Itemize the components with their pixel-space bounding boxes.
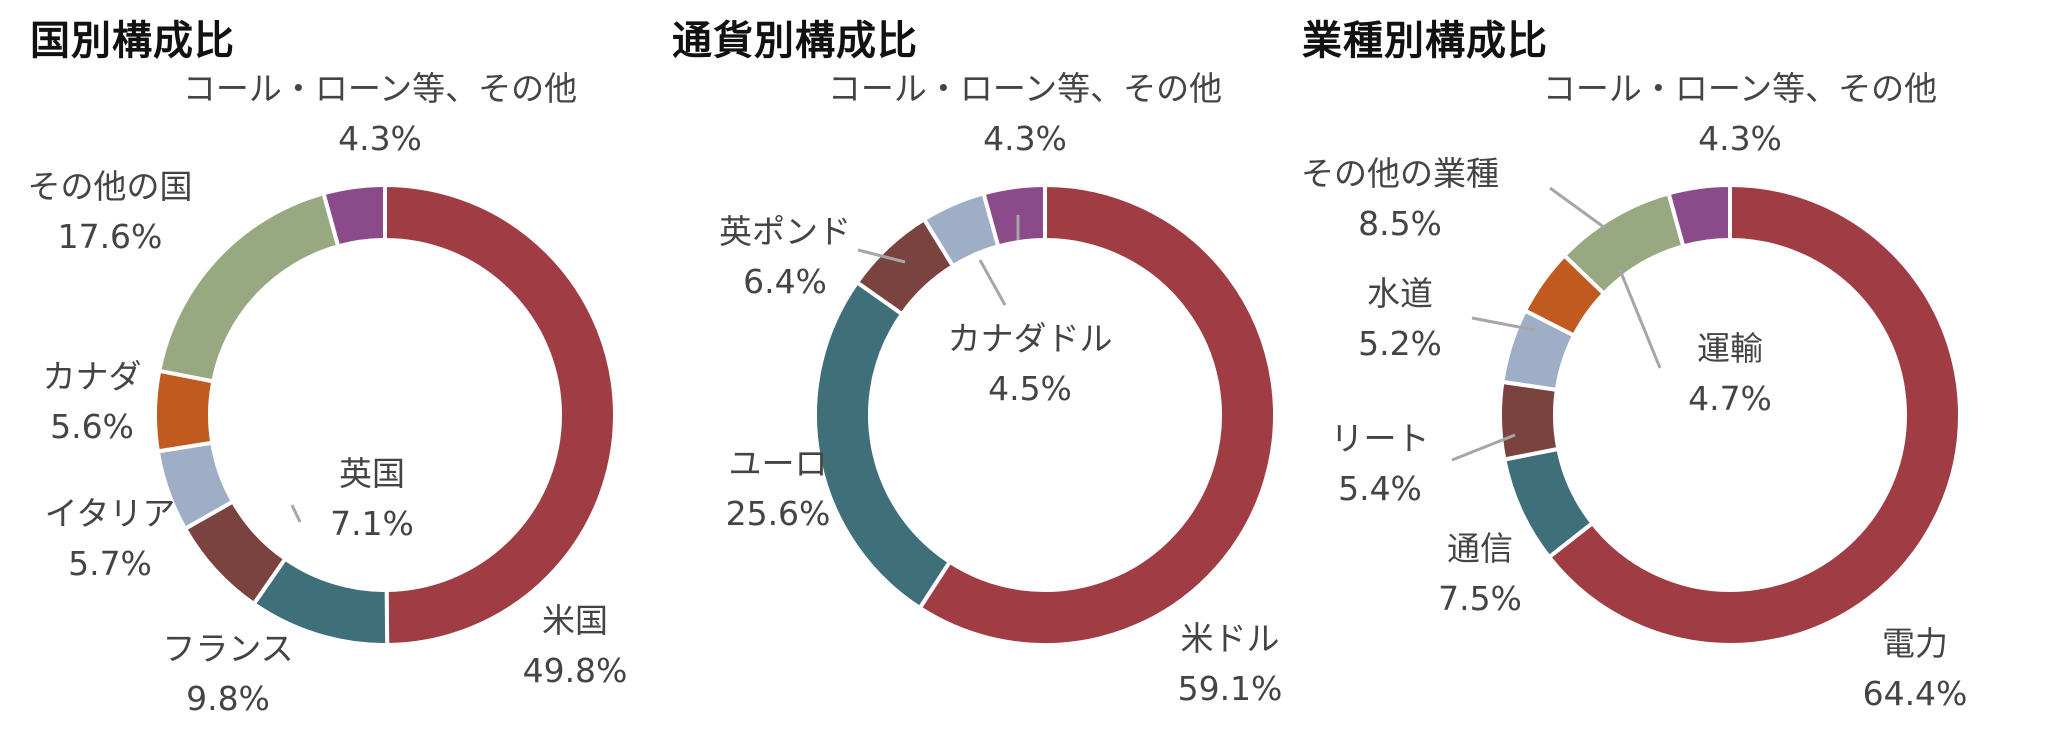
donut-slice (321, 182, 387, 249)
donut-slice (1546, 182, 1962, 647)
slice-category-label: フランス (162, 629, 293, 668)
chart-title-country: 国別構成比 (30, 18, 235, 64)
slice-category-label: その他の業種 (1301, 154, 1499, 193)
donut-slice (156, 190, 341, 384)
slice-value-label: 7.1% (330, 504, 414, 543)
slice-category-label: 水道 (1367, 274, 1433, 313)
slice-category-label: コール・ローン等、その他 (183, 69, 577, 108)
slice-category-label: 運輸 (1697, 329, 1763, 368)
slice-value-label: 59.1% (1178, 669, 1283, 708)
slice-value-label: 17.6% (58, 217, 163, 256)
donut-slice (1498, 379, 1561, 462)
donut-slice (981, 182, 1047, 249)
slice-value-label: 4.5% (988, 369, 1072, 408)
slice-value-label: 8.5% (1358, 204, 1442, 243)
slice-value-label: 4.3% (983, 119, 1067, 158)
leader-line (290, 504, 302, 523)
slice-category-label: 英ポンド (719, 212, 851, 251)
slice-category-label: 英国 (339, 454, 405, 493)
slice-category-label: カナダドル (948, 319, 1113, 358)
donut-slice (383, 182, 618, 648)
slice-category-label: リート (1331, 419, 1430, 458)
slice-value-label: 4.7% (1688, 379, 1772, 418)
slice-value-label: 5.2% (1358, 324, 1442, 363)
leader-line (1451, 433, 1516, 462)
slice-value-label: 6.4% (743, 262, 827, 301)
leader-line (1471, 316, 1536, 332)
slice-value-label: 49.8% (523, 651, 628, 690)
slice-value-label: 64.4% (1863, 674, 1968, 713)
slice-category-label: 米ドル (1181, 619, 1280, 658)
slice-category-label: ユーロ (729, 444, 828, 483)
donut-slice (813, 279, 953, 611)
leader-line (857, 248, 906, 264)
leader-line (978, 259, 1007, 306)
leader-line (1549, 186, 1606, 230)
slice-value-label: 4.3% (338, 119, 422, 158)
slice-category-label: 通信 (1447, 529, 1513, 568)
slice-value-label: 5.4% (1338, 469, 1422, 508)
slice-category-label: コール・ローン等、その他 (1543, 69, 1937, 108)
chart-title-currency: 通貨別構成比 (672, 18, 918, 64)
slice-value-label: 7.5% (1438, 579, 1522, 618)
slice-category-label: 電力 (1882, 624, 1948, 663)
slice-category-label: 米国 (542, 601, 608, 640)
slice-value-label: 5.6% (50, 407, 134, 446)
slice-value-label: 5.7% (68, 544, 152, 583)
donut-slice (1666, 182, 1732, 249)
slice-category-label: その他の国 (28, 167, 193, 206)
slice-category-label: イタリア (45, 494, 176, 533)
donut-slice (917, 182, 1277, 647)
slice-category-label: カナダ (43, 357, 142, 396)
leader-line (1618, 269, 1662, 369)
slice-value-label: 25.6% (726, 494, 831, 533)
chart-title-sector: 業種別構成比 (1302, 18, 1548, 64)
slice-value-label: 9.8% (186, 679, 270, 718)
slice-value-label: 4.3% (1698, 119, 1782, 158)
slice-category-label: コール・ローン等、その他 (828, 69, 1222, 108)
donut-slice (153, 368, 216, 454)
